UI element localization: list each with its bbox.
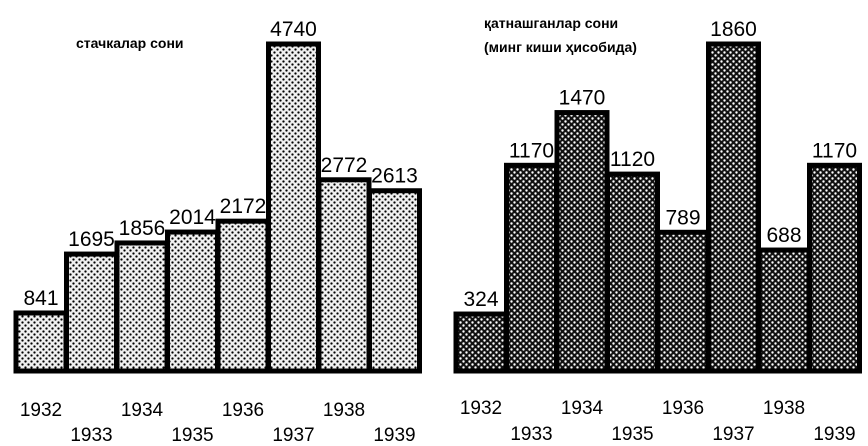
participants-value-label: 789 — [665, 206, 700, 229]
participants-bar-1932 — [453, 311, 509, 374]
strikes-chart-title: стачкалар сони — [76, 35, 184, 51]
strikes-value-label: 841 — [23, 287, 58, 310]
participants-year-label: 1938 — [763, 398, 805, 419]
participants-year-label: 1939 — [813, 424, 855, 441]
strikes-year-label: 1936 — [222, 400, 264, 421]
strikes-year-label: 1933 — [70, 425, 112, 441]
strikes-value-label: 2772 — [321, 154, 368, 177]
participants-value-label: 1120 — [610, 148, 655, 171]
strikes-bar-1934 — [114, 240, 170, 374]
participants-year-label: 1932 — [460, 398, 502, 419]
participants-bar-1934 — [554, 110, 610, 374]
strikes-value-label: 2014 — [169, 206, 216, 229]
participants-bar-1938 — [756, 247, 812, 374]
strikes-bar-1938 — [316, 177, 372, 374]
participants-bar-1939 — [807, 162, 862, 374]
participants-year-label: 1935 — [611, 424, 653, 441]
participants-year-label: 1936 — [662, 398, 704, 419]
participants-year-label: 1934 — [561, 398, 604, 419]
strikes-year-label: 1938 — [323, 400, 365, 421]
strikes-year-label: 1935 — [171, 425, 213, 441]
strikes-value-label: 1695 — [68, 228, 115, 251]
strikes-bar-1939 — [367, 188, 422, 374]
strikes-chart: стачкалар сони 841 1695 1856 2014 2172 4740 27… — [13, 18, 422, 446]
participants-value-label: 1170 — [509, 139, 554, 162]
participants-year-label: 1933 — [510, 424, 552, 441]
strikes-value-label: 1856 — [119, 217, 166, 240]
participants-value-label: 1860 — [710, 18, 757, 41]
participants-bar-1933 — [504, 162, 559, 374]
strikes-value-label: 2172 — [220, 195, 267, 218]
strikes-year-label: 1932 — [20, 400, 62, 421]
participants-chart-title: қатнашганлар сони — [484, 15, 618, 31]
strikes-year-label: 1934 — [121, 400, 164, 421]
participants-chart-subtitle: (минг киши ҳисобида) — [484, 39, 637, 55]
strikes-year-label: 1939 — [373, 425, 415, 441]
strikes-value-label: 4740 — [270, 18, 317, 41]
participants-value-label: 1170 — [812, 139, 857, 162]
strikes-bar-1937 — [266, 41, 321, 374]
participants-chart: қатнашганлар сони (минг киши ҳисобида) 3… — [453, 15, 862, 445]
participants-value-label: 688 — [766, 224, 801, 247]
participants-value-label: 324 — [463, 288, 498, 311]
participants-bar-1937 — [706, 41, 761, 374]
strikes-bar-1932 — [13, 310, 69, 374]
strikes-bar-1935 — [165, 229, 220, 374]
participants-bar-1935 — [605, 171, 660, 374]
participants-value-label: 1470 — [559, 87, 606, 110]
strikes-bar-1936 — [215, 218, 271, 374]
participants-bar-1936 — [655, 229, 711, 374]
strikes-value-label: 2613 — [371, 165, 418, 188]
strikes-bar-1933 — [64, 251, 119, 374]
participants-year-label: 1937 — [712, 424, 754, 441]
strikes-year-label: 1937 — [272, 425, 314, 441]
